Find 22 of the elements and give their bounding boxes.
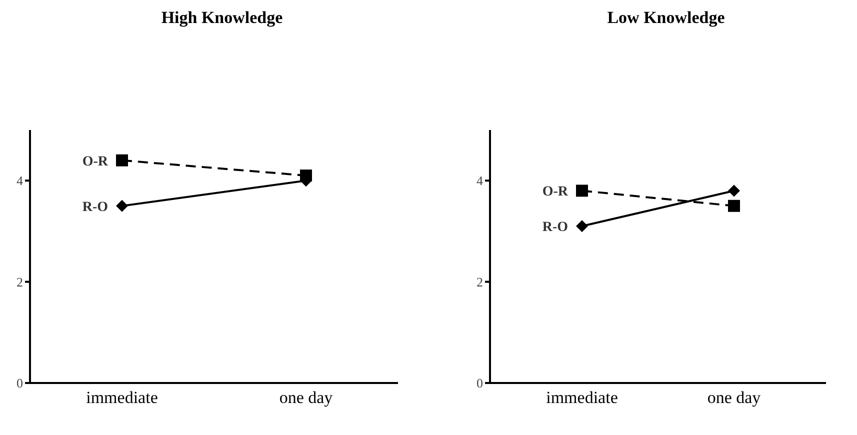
chart-title: Low Knowledge	[606, 8, 726, 29]
point	[576, 184, 588, 197]
y-tick-label: 0	[16, 376, 23, 391]
point	[576, 220, 588, 232]
chart-title: High Knowledge	[160, 8, 284, 29]
x-tick-label: one day	[279, 388, 334, 408]
point	[728, 200, 740, 212]
y-tick-label: 4	[16, 173, 24, 188]
x-tick-label: one day	[707, 388, 762, 408]
x-tick-label: immediate	[546, 388, 618, 408]
y-tick-label: 0	[476, 376, 483, 391]
series-label: R-O	[82, 200, 108, 215]
y-tick-label: 4	[476, 173, 484, 188]
point	[116, 154, 128, 166]
y-tick-label: 2	[476, 274, 483, 290]
series-label: R-O	[542, 220, 568, 236]
x-tick-label: immediate	[86, 388, 158, 408]
point	[728, 184, 740, 197]
y-tick-label: 2	[16, 274, 23, 290]
series-label: O-R	[82, 154, 109, 170]
point	[116, 200, 128, 212]
series-label: O-R	[542, 184, 569, 200]
